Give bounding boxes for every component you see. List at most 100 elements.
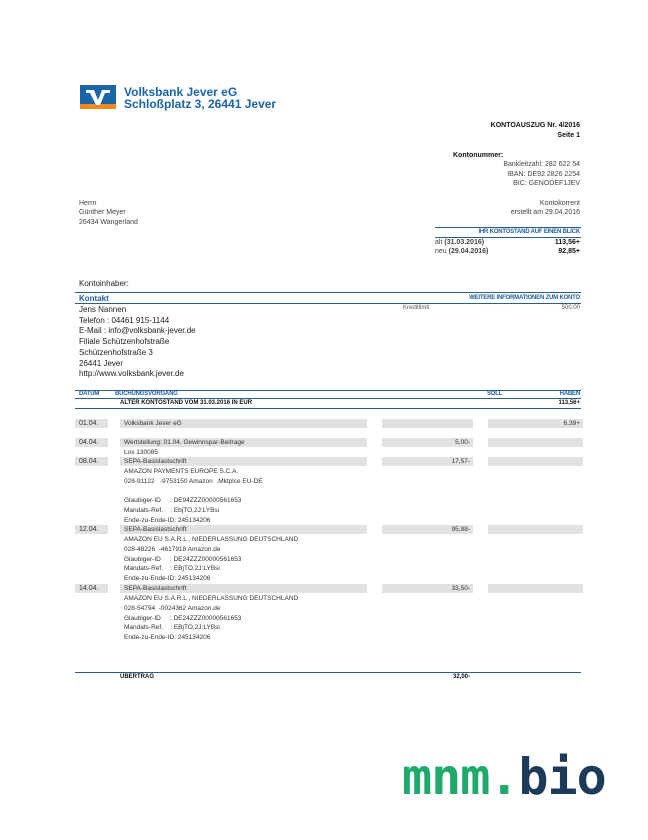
date-box (75, 419, 108, 428)
account-type: Kontokorrent (539, 200, 580, 207)
recipient-name: Günther Meyer (79, 209, 126, 216)
row-detail: Glaubiger-ID : DE94ZZZ00000561653 (124, 497, 242, 505)
balance-box-title: IHR KONTOSTAND AUF EINEN BLICK (478, 229, 580, 235)
desc-box (120, 525, 367, 534)
watermark-part2: bio (518, 748, 606, 806)
row-title: Volksbank Jever eG (124, 420, 182, 427)
bank-name: Volksbank Jever eG (124, 85, 238, 99)
col-soll: SOLL (487, 391, 503, 397)
date-box (75, 584, 108, 593)
row-detail: 028-54794 -0024362 Amazon.de (124, 604, 221, 612)
opening-value: 113,56+ (558, 400, 580, 406)
contact-line: Filiale Schützenhofstraße (79, 337, 170, 347)
iban: IBAN: DE92 2826 2254 (507, 171, 580, 178)
row-title: SEPA-Basislastschrift (124, 585, 187, 592)
haben-box (488, 584, 583, 593)
carry-label: ÜBERTRAG (120, 674, 154, 680)
contact-line: Telefon : 04461 915-1144 (79, 315, 170, 325)
row-title: SEPA-Basislastschrift (124, 526, 187, 533)
row-date: 12.04. (79, 526, 99, 533)
desc-box (120, 457, 367, 466)
contact-line: http://www.volksbank.jever.de (79, 369, 184, 379)
row-title: Wertstellung: 01.04. Gewinnspar-Beitrage (124, 439, 245, 446)
date-box (75, 525, 108, 534)
soll-box (382, 438, 473, 447)
bank-address: Schloßplatz 3, 26441 Jever (124, 97, 277, 111)
row-soll: 17,57- (451, 458, 470, 465)
row-title: SEPA-Basislastschrift (124, 458, 187, 465)
contact-line: E-Mail : info@volksbank-jever.de (79, 326, 196, 336)
row-detail: Glaubiger-ID : DE24ZZZ00000561653 (124, 555, 242, 563)
row-date: 01.04. (79, 420, 99, 427)
old-balance-label: alt (31.03.2016) (435, 239, 484, 246)
col-desc: BUCHUNGSVORGANG (115, 391, 178, 397)
info-header: WEITERE INFORMATIONEN ZUM KONTO (469, 295, 580, 301)
created-date: erstellt am 29.04.2016 (510, 209, 580, 216)
opening-label: ALTER KONTOSTAND VOM 31.03.2016 IN EUR (120, 400, 253, 406)
contact-line: Jens Nannen (79, 305, 127, 314)
blz: Bankleitzahl: 282 622 54 (503, 161, 580, 168)
recipient-city: 26434 Wangerland (79, 219, 138, 226)
contact-line: 26441 Jever (79, 358, 124, 368)
divider (435, 237, 581, 238)
contact-block: Jens Nannen Telefon : 04461 915-1144 E-Mai… (79, 305, 196, 380)
carry-value: 32,00- (452, 674, 470, 680)
contact-header: Kontakt (79, 294, 109, 303)
old-label: alt (435, 239, 443, 246)
row-soll: 33,50- (451, 585, 470, 592)
date-box (75, 438, 108, 447)
haben-box (488, 438, 583, 447)
row-detail: AMAZON EU S.A.R.L , NIEDERLASSUNG DEUTSC… (124, 595, 299, 602)
statement-title: KONTOAUSZUG Nr. 4/2016 (490, 122, 580, 129)
page-number: Seite 1 (557, 132, 580, 139)
bic: BIC: GENODEF1JEV (513, 180, 580, 187)
credit-limit-value: 500.00 (561, 305, 580, 311)
old-date: (31.03.2016) (444, 239, 485, 246)
row-haben: 6,39+ (563, 420, 580, 427)
row-detail: Ende-zu-Ende-ID: 245134206 (124, 517, 211, 524)
divider (435, 227, 581, 228)
haben-box (488, 457, 583, 466)
desc-box (120, 584, 367, 593)
soll-box (382, 525, 473, 534)
divider (75, 398, 581, 399)
col-date: DATUM (79, 391, 100, 397)
row-detail: 028-91122 -9753150 Amazon .Mktplce EU-DE (124, 477, 263, 485)
row-detail: Ende-zu-Ende-ID: 245134206 (124, 575, 211, 583)
recipient-salutation: Herrn (79, 200, 97, 207)
new-label: neu (435, 248, 447, 255)
row-soll: 5,00- (455, 439, 470, 446)
row-detail: Ende-zu-Ende-ID: 245134206 (124, 634, 211, 642)
divider (75, 408, 581, 409)
divider (75, 672, 581, 673)
haben-box (488, 525, 583, 534)
desc-box (120, 438, 367, 447)
bank-logo (80, 85, 116, 109)
row-detail: Los 130085 (124, 449, 158, 456)
date-box (75, 457, 108, 466)
desc-box (120, 419, 367, 428)
haben-box (488, 419, 583, 428)
old-balance-value: 113,56+ (554, 239, 580, 246)
row-date: 08.04. (79, 458, 99, 465)
credit-limit-label: Kreditlimit (403, 305, 430, 311)
col-haben: HABEN (559, 391, 581, 397)
divider (75, 390, 581, 391)
contact-line: Schützenhofstraße 3 (79, 347, 153, 357)
holder-label: Kontoinhaber: (79, 279, 129, 288)
watermark-part1: mnm. (402, 748, 519, 806)
row-detail: AMAZON EU S.A.R.L , NIEDERLASSUNG DEUTSC… (124, 536, 299, 543)
row-detail: 028-48226 -4617918 Amazon.de (124, 545, 221, 553)
account-label: Kontonummer: (453, 152, 504, 159)
soll-box (382, 419, 473, 428)
new-balance-label: neu (29.04.2016) (435, 248, 488, 255)
new-date: (29.04.2016) (448, 248, 489, 255)
divider (75, 292, 581, 293)
soll-box (382, 584, 473, 593)
row-soll: 95,88- (451, 526, 470, 533)
row-detail: Glaubiger-ID : DE24ZZZ00000561653 (124, 614, 242, 622)
new-balance-value: 92,85+ (558, 248, 580, 255)
row-date: 14.04. (79, 585, 99, 592)
soll-box (382, 457, 473, 466)
row-detail: AMAZON PAYMENTS EUROPE S.C.A. (124, 468, 239, 475)
